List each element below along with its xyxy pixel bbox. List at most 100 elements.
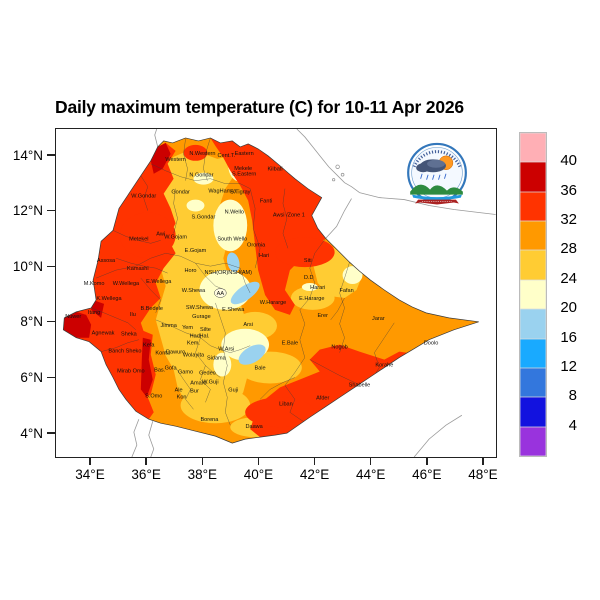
zone-label: Ilu — [130, 312, 136, 318]
zone-label: Nogob — [331, 345, 347, 351]
zone-label: Guji — [228, 387, 238, 393]
y-tick — [47, 209, 55, 212]
y-tick-label: 14°N — [12, 147, 43, 163]
zone-label: W.Shewa — [182, 288, 206, 294]
colorbar-cell — [520, 279, 546, 310]
zone-label: Kon — [177, 394, 187, 400]
zone-label: Gedeo — [199, 371, 216, 377]
x-tick-label: 34°E — [75, 467, 105, 482]
zone-label: B.Bedele — [140, 306, 163, 312]
zone-label: Cent.T. — [218, 153, 236, 159]
zone-label: S.Tigray — [230, 190, 251, 196]
zone-label: Daawa — [245, 424, 263, 430]
rain-icon — [420, 173, 447, 180]
colorbar-cell — [520, 309, 546, 339]
zone-label: Amaro — [190, 380, 206, 386]
colorbar-cell — [520, 250, 546, 280]
zone-label: Kamashi — [127, 266, 149, 272]
zone-boundaries — [91, 137, 395, 426]
page-title: Daily maximum temperature (C) for 10-11 … — [55, 97, 464, 117]
zone-label: K.Wellega — [96, 296, 122, 302]
x-tick-label: 48°E — [468, 467, 498, 482]
colorbar-tick-label: 32 — [560, 211, 577, 229]
zone-label: Jarar — [372, 316, 385, 322]
y-tick-label: 8°N — [20, 314, 43, 330]
x-tick — [370, 458, 372, 465]
zone-label: N.Western — [189, 151, 215, 157]
zone-label: W.Gondar — [131, 194, 156, 200]
map-frame: Western N.Western Cent.T. Eastern Mekele S.Ea… — [55, 128, 497, 458]
zone-label: Afder — [316, 395, 329, 401]
y-tick-label: 12°N — [12, 203, 43, 219]
colorbar-cell — [520, 367, 546, 398]
zone-label: Sheka — [121, 332, 138, 338]
zone-label: E.Wellega — [146, 279, 172, 285]
zone-label: E.Bale — [282, 341, 298, 347]
zone-label: E.Hararge — [299, 296, 324, 302]
zone-label: M.Komo — [84, 281, 105, 287]
zone-label: Itang — [88, 310, 100, 316]
x-tick — [313, 458, 316, 465]
x-tick — [145, 458, 147, 465]
zone-label: Hari — [259, 253, 269, 259]
colorbar-tick-label: 16 — [560, 328, 577, 346]
y-tick — [47, 154, 55, 156]
x-tick — [257, 458, 260, 465]
zone-label: Sidama — [207, 356, 227, 362]
zone-label: Kilbati — [267, 167, 282, 173]
zone-label: Wolayita — [183, 353, 205, 359]
addis-ababa-boundary — [214, 288, 227, 298]
zone-label: Western — [165, 157, 186, 163]
colorbar-tick-label: 24 — [560, 269, 577, 287]
colorbar-tick-label: 20 — [560, 299, 577, 317]
colorbar-cell — [520, 162, 546, 192]
x-tick — [426, 458, 428, 465]
zone-label: Banch Sheko — [108, 349, 141, 355]
zone-label: W.Wellega — [113, 281, 140, 287]
zone-label: Had. — [190, 334, 202, 340]
zone-label: S.Omo — [145, 393, 162, 399]
country-context-lines — [131, 129, 496, 457]
zone-label: W.Hararge — [260, 300, 287, 306]
colorbar — [519, 132, 547, 457]
zone-label: E.Shewa — [222, 307, 245, 313]
zone-label: Siti — [304, 258, 312, 264]
zone-label: Oromia — [247, 242, 266, 248]
zone-label: WagHamra — [208, 189, 237, 195]
zone-label: Metekel — [129, 236, 148, 242]
hills-icon — [410, 184, 463, 195]
colorbar-cell — [520, 338, 546, 368]
zone-label: Doolo — [424, 341, 439, 347]
colorbar-cell — [520, 397, 546, 427]
colorbar-tick-label: 4 — [568, 416, 577, 434]
zone-label: D.D — [304, 275, 314, 281]
zone-label: N.Gondar — [189, 173, 213, 179]
y-tick — [47, 432, 55, 434]
zone-label: Kefa — [143, 343, 155, 349]
zone-label: Borena — [200, 417, 219, 423]
colorbar-tick-label: 8 — [568, 387, 577, 405]
zone-label: Arsi — [243, 322, 253, 328]
zone-label: SW.Shewa — [186, 305, 214, 311]
zone-label: Ale — [175, 387, 183, 393]
x-tick-label: 38°E — [187, 467, 217, 482]
zone-label: Mirab Omo — [117, 369, 144, 375]
colorbar-tick-label: 36 — [560, 181, 577, 199]
ethiopia-outline — [62, 137, 479, 444]
zone-label: W.Guji — [202, 379, 218, 385]
zone-label: Horo — [185, 268, 197, 274]
zone-label: N.Wello — [225, 209, 244, 215]
x-tick-label: 42°E — [299, 467, 330, 482]
x-tick-label: 46°E — [412, 467, 442, 482]
zone-label: Fafan — [339, 288, 353, 294]
y-tick — [47, 265, 55, 267]
zone-label: W.Arsi — [218, 347, 234, 353]
colorbar-tick-label: 12 — [560, 357, 577, 375]
zone-label: NSH(OR)NSH(AM) — [205, 270, 253, 276]
zone-label: Bas. — [154, 368, 166, 374]
zone-label: Gofa — [165, 366, 178, 372]
zone-label: E.Gojam — [185, 248, 207, 254]
zone-label: Harari — [310, 285, 325, 291]
